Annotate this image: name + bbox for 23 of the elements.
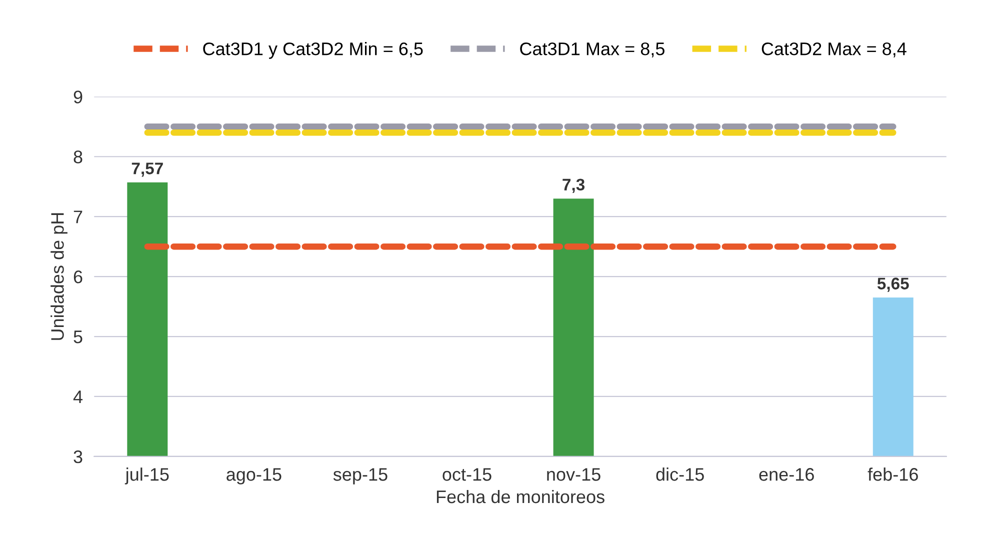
x-tick-label: ago-15 bbox=[226, 468, 282, 484]
y-tick-label: 5 bbox=[74, 330, 82, 344]
y-tick-label: 9 bbox=[74, 90, 82, 104]
y-tick-label: 8 bbox=[74, 150, 82, 164]
data-label: 5,65 bbox=[877, 278, 909, 292]
x-tick-label: ene-16 bbox=[759, 468, 814, 481]
legend-label: Cat3D1 y Cat3D2 Min = 6,5 bbox=[203, 42, 423, 59]
x-axis-title: Fecha de monitoreos bbox=[436, 490, 604, 504]
x-tick-label: sep-15 bbox=[333, 468, 388, 484]
data-label: 7,57 bbox=[132, 162, 163, 177]
y-tick-label: 3 bbox=[74, 450, 82, 464]
y-tick-label: 7 bbox=[74, 210, 82, 224]
y-tick-label: 4 bbox=[73, 390, 83, 404]
data-label: 7,3 bbox=[562, 178, 585, 193]
x-tick-label: nov-15 bbox=[547, 468, 600, 481]
legend-label: Cat3D2 Max = 8,4 bbox=[762, 42, 906, 58]
x-tick-label: oct-15 bbox=[442, 468, 492, 481]
x-tick-label: dic-15 bbox=[656, 468, 704, 481]
x-tick-label: feb-16 bbox=[868, 468, 918, 481]
legend-label: Cat3D1 Max = 8,5 bbox=[520, 42, 664, 58]
x-tick-label: jul-15 bbox=[124, 468, 169, 484]
y-tick-label: 6 bbox=[74, 270, 82, 284]
y-axis-title: Unidades de pH bbox=[50, 213, 68, 340]
